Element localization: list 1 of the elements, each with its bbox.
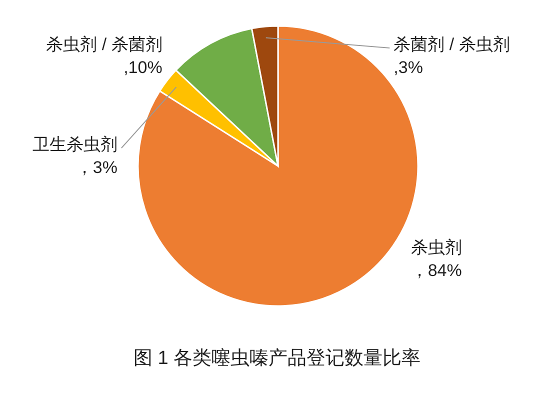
text: 图 1 各类噻虫嗪产品登记数量比率 <box>133 347 421 369</box>
